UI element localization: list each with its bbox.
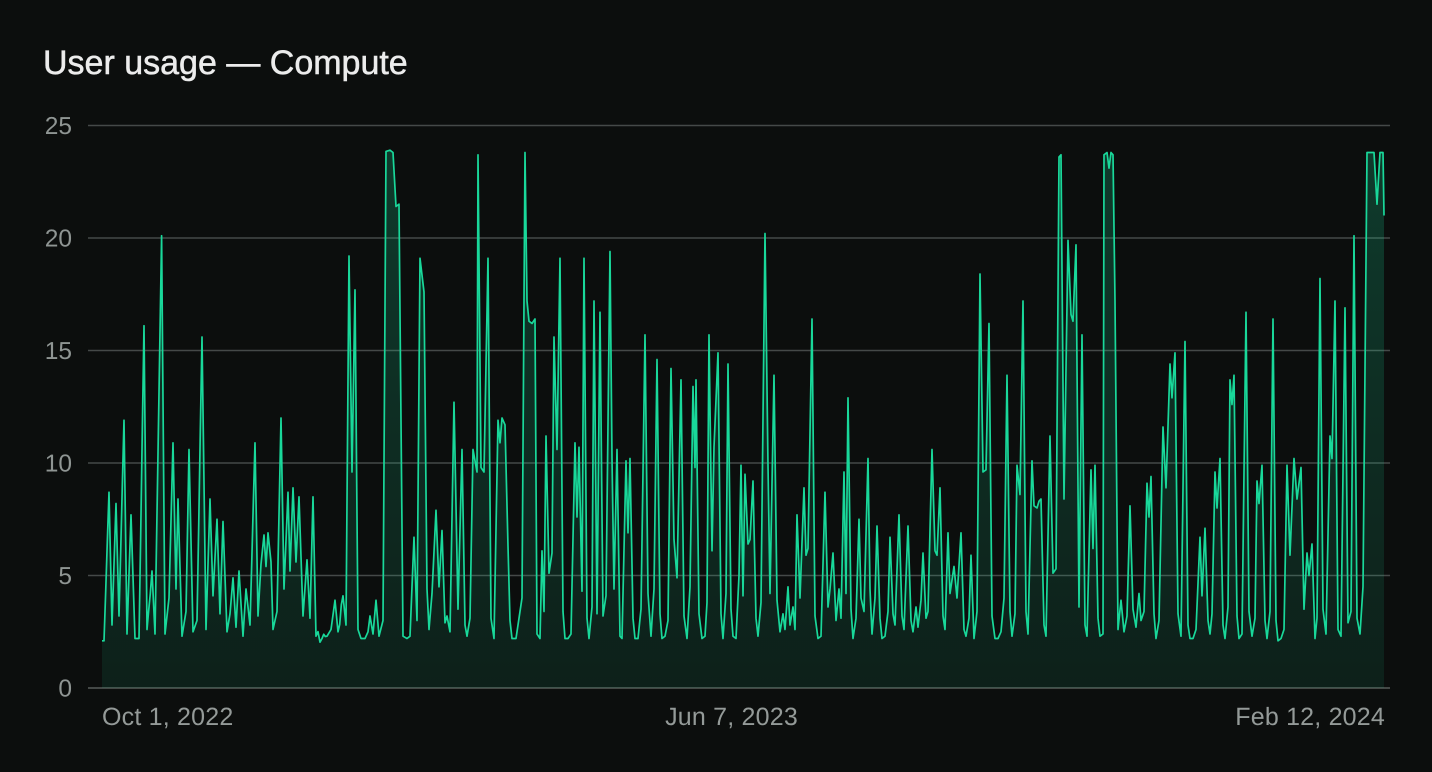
svg-text:15: 15 (45, 338, 72, 365)
svg-text:25: 25 (45, 113, 72, 140)
svg-text:10: 10 (45, 451, 72, 478)
svg-text:0: 0 (58, 676, 72, 703)
svg-text:Feb 12, 2024: Feb 12, 2024 (1235, 703, 1385, 731)
svg-text:20: 20 (45, 226, 72, 253)
svg-text:5: 5 (58, 563, 72, 590)
svg-text:User usage — Compute: User usage — Compute (43, 44, 408, 82)
svg-text:Oct 1, 2022: Oct 1, 2022 (102, 703, 233, 731)
svg-text:Jun 7, 2023: Jun 7, 2023 (665, 703, 798, 731)
